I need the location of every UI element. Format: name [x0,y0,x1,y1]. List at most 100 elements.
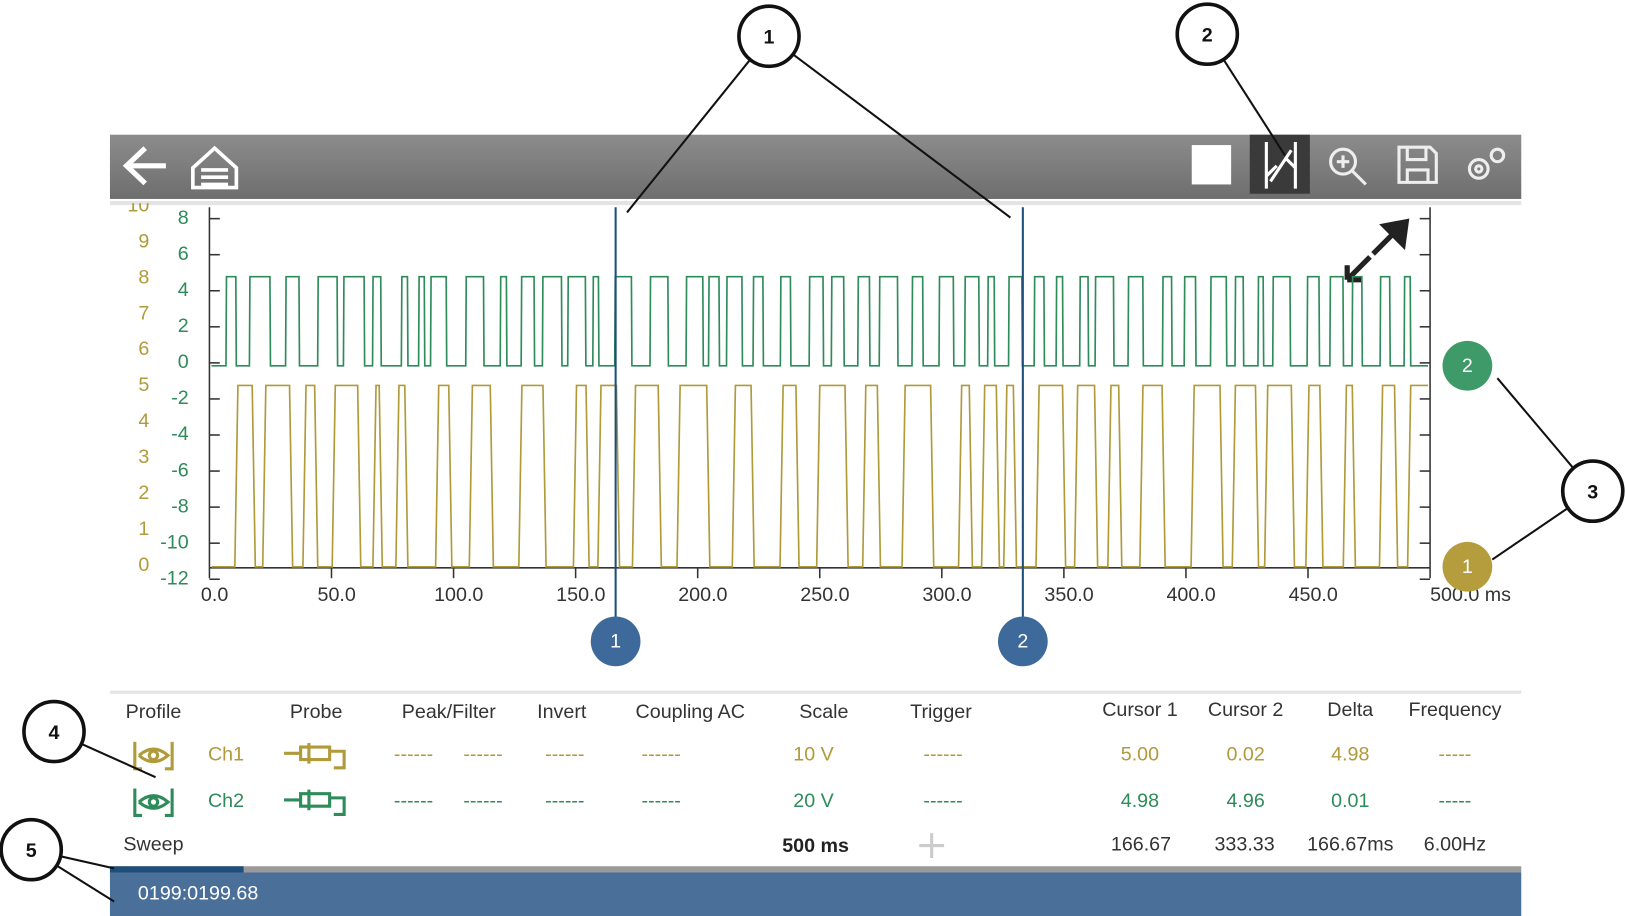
sweep-scale: 500 ms [782,835,849,857]
time-axis-label: 400.0 [1167,584,1216,606]
time-axis-label: 0.0 [201,584,228,606]
channel-marker[interactable] [1442,541,1493,592]
setting-value: 20 V [793,790,834,812]
home-button[interactable] [191,145,239,190]
callout-label: 4 [49,722,60,744]
sweep-cursor-value: 333.33 [1215,834,1275,856]
ch2-axis-label: -4 [171,423,189,445]
ch2-axis-label: 4 [178,279,189,301]
callout-label: 3 [1587,481,1598,503]
setting-value: ------ [923,790,962,812]
ch1-axis-label: 8 [138,266,149,288]
profile-icon[interactable] [133,788,174,818]
ch1-axis-label: 10 [127,194,149,216]
back-button[interactable] [122,146,166,186]
time-axis-label: 100.0 [434,584,483,606]
probe-icon [284,789,346,817]
setting-value: ------ [394,790,433,812]
setting-value: ------ [545,790,584,812]
column-header: Invert [537,701,587,723]
callout-circle [737,4,801,69]
column-header: Cursor 2 [1208,699,1283,721]
ch2-axis-label: 6 [178,243,189,265]
setting-value: ------ [642,744,681,766]
probe-shape [284,789,346,817]
column-header: Cursor 1 [1102,699,1177,721]
ch1-axis-label: 2 [138,482,149,504]
eye-icon [133,788,174,818]
ch1-axis-label: 6 [138,338,149,360]
cursor-marker[interactable] [997,616,1048,667]
ch2-axis-label: 8 [178,207,189,229]
trigger-add[interactable] [919,833,945,858]
progress-fill [109,866,244,873]
waveform [211,275,1429,367]
sweep-cursor-value: 6.00Hz [1424,834,1486,856]
channel-name: Ch2 [208,790,244,812]
column-header: Scale [799,701,848,723]
setting-value: ------ [545,744,584,766]
ch1-axis-label: 4 [138,410,149,432]
callout-label: 2 [1202,24,1213,46]
expand-icon[interactable] [1344,218,1410,283]
channel-marker-label: 1 [1462,556,1473,578]
column-header: Trigger [910,701,972,723]
time-axis-label: 200.0 [678,584,727,606]
cursor-value: ----- [1439,790,1472,812]
profile-icon[interactable] [133,741,174,771]
time-axis-label: 50.0 [318,584,356,606]
cursor-value: 0.01 [1331,790,1369,812]
stop-button[interactable] [1191,145,1232,185]
column-header: Peak/Filter [402,701,496,723]
sweep-cursor-value: 166.67ms [1307,834,1394,856]
time-axis-label: 300.0 [922,584,971,606]
cursor-value: 4.96 [1226,790,1264,812]
cursor-value: 5.00 [1121,744,1159,766]
save-button[interactable] [1397,145,1438,184]
waveform [211,384,1429,568]
cursor-marker-label: 1 [610,631,621,653]
column-header: Coupling AC [636,701,745,723]
sweep-cursor-value: 166.67 [1111,834,1171,856]
time-axis-label: 350.0 [1044,584,1093,606]
progress-track [109,866,1522,873]
ch1-axis-label: 0 [138,554,149,576]
probe-shape [284,742,346,770]
zoom-button[interactable] [1329,147,1367,186]
channel-marker[interactable] [1442,340,1493,391]
cursor-value: ----- [1439,744,1472,766]
eye-pupil [147,749,160,762]
settings-button[interactable] [1467,147,1506,180]
setting-value: 10 V [793,744,834,766]
channel-marker-label: 2 [1462,355,1473,377]
eye-pupil [147,796,160,808]
ch2-axis-label: 0 [178,351,189,373]
callout-circle [0,817,64,882]
eye-icon [133,741,174,771]
status-text: 0199:0199.68 [138,882,258,904]
probe-icon [284,742,346,770]
cursor-marker-label: 2 [1017,631,1028,653]
channel-name: Ch1 [208,744,244,766]
ch1-axis-label: 9 [138,230,149,252]
cursor-value: 0.02 [1226,744,1264,766]
column-header: Delta [1327,699,1373,721]
setting-value: ------ [394,744,433,766]
setting-value: ------ [463,790,502,812]
cursor-marker[interactable] [590,616,641,667]
column-header: Probe [290,701,343,723]
ch1-axis-label: 5 [138,374,149,396]
cursor-button[interactable] [1249,134,1310,194]
time-axis-label: 250.0 [800,584,849,606]
ch2-axis-label: -6 [171,459,189,481]
callout-label: 5 [26,840,37,862]
ch2-axis-label: -8 [171,495,189,517]
callout-line [626,35,1012,219]
cursor-value: 4.98 [1331,744,1369,766]
ch2-axis-label: -2 [171,387,189,409]
cursor-icon [1264,141,1297,189]
ch2-axis-label: -10 [160,531,188,553]
ch2-axis-label: -12 [160,567,188,589]
setting-value: ------ [463,744,502,766]
